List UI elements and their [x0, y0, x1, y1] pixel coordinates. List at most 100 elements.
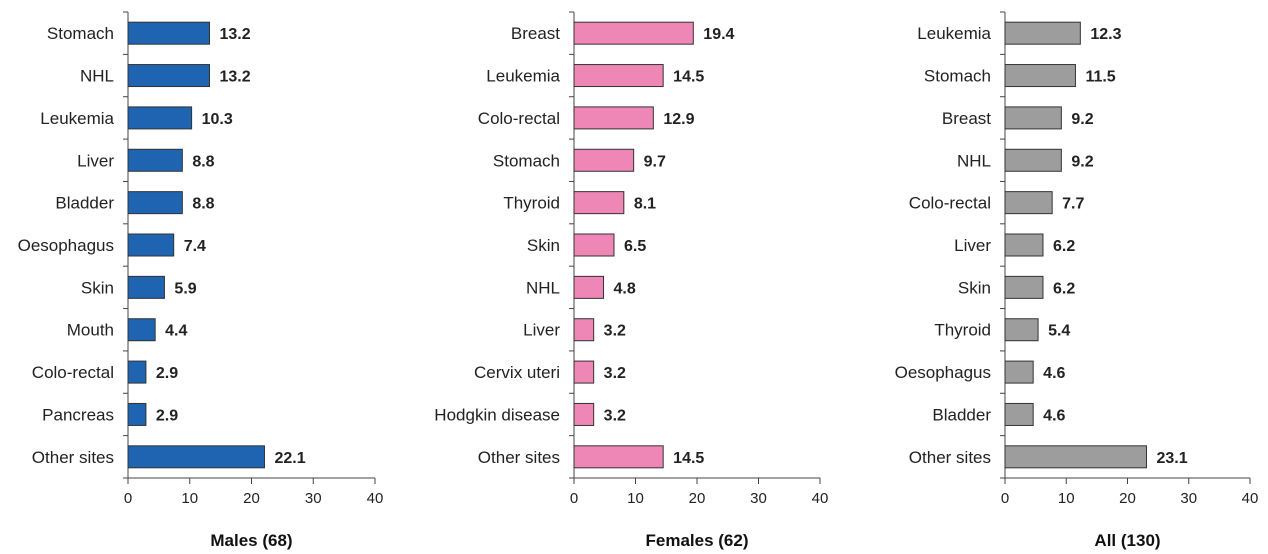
bar	[1004, 21, 1081, 45]
value-label: 4.8	[614, 280, 636, 297]
bar	[127, 275, 165, 299]
value-label: 13.2	[220, 69, 251, 86]
x-tick-label: 10	[1058, 490, 1075, 507]
x-tick-label: 10	[627, 490, 644, 507]
bar	[573, 21, 694, 45]
value-label: 10.3	[202, 111, 233, 128]
category-label: Breast	[511, 24, 560, 43]
category-label: Cervix uteri	[474, 363, 560, 382]
bar	[1004, 64, 1076, 88]
value-label: 8.1	[634, 196, 656, 213]
value-label: 3.2	[604, 365, 626, 382]
bar	[573, 233, 615, 257]
value-label: 4.6	[1043, 407, 1065, 424]
bar	[573, 360, 595, 384]
bar	[127, 445, 265, 469]
value-label: 22.1	[274, 450, 305, 467]
x-tick-label: 20	[689, 490, 706, 507]
x-axis-title: Females (62)	[646, 531, 749, 550]
bar	[1004, 148, 1062, 172]
x-tick-label: 40	[812, 490, 829, 507]
value-label: 3.2	[604, 323, 626, 340]
category-label: Leukemia	[486, 67, 560, 86]
x-tick-label: 0	[124, 490, 132, 507]
category-label: Mouth	[67, 321, 114, 340]
bar	[573, 275, 605, 299]
category-label: Thyroid	[934, 321, 991, 340]
value-label: 9.7	[644, 153, 666, 170]
category-label: Leukemia	[917, 24, 991, 43]
x-tick-label: 30	[305, 490, 322, 507]
bar	[127, 191, 183, 215]
value-label: 9.2	[1071, 153, 1093, 170]
category-label: Hodgkin disease	[434, 405, 560, 424]
value-label: 8.8	[192, 153, 214, 170]
category-label: Stomach	[493, 151, 560, 170]
bar	[127, 402, 147, 426]
value-label: 12.9	[663, 111, 694, 128]
value-label: 7.7	[1062, 196, 1084, 213]
x-tick-label: 0	[570, 490, 578, 507]
value-label: 6.5	[624, 238, 646, 255]
x-tick-label: 20	[243, 490, 260, 507]
bar	[573, 318, 595, 342]
category-label: Pancreas	[42, 405, 114, 424]
x-tick-label: 0	[1001, 490, 1009, 507]
value-label: 5.4	[1048, 323, 1070, 340]
bar	[127, 318, 156, 342]
category-label: Other sites	[909, 448, 991, 467]
value-label: 23.1	[1156, 450, 1187, 467]
bar	[1004, 106, 1062, 130]
bar	[573, 445, 664, 469]
bar	[573, 64, 664, 88]
category-label: Other sites	[478, 448, 560, 467]
category-label: NHL	[526, 278, 560, 297]
bar	[573, 148, 635, 172]
x-axis-title: All (130)	[1094, 531, 1160, 550]
category-label: Skin	[958, 278, 991, 297]
category-label: Colo-rectal	[478, 109, 560, 128]
category-label: Skin	[81, 278, 114, 297]
category-label: Skin	[527, 236, 560, 255]
bar	[127, 21, 211, 45]
category-label: NHL	[80, 67, 114, 86]
value-label: 12.3	[1090, 26, 1121, 43]
x-tick-label: 40	[367, 490, 384, 507]
x-tick-label: 30	[1180, 490, 1197, 507]
value-label: 5.9	[174, 280, 196, 297]
x-tick-label: 40	[1242, 490, 1259, 507]
value-label: 8.8	[192, 196, 214, 213]
category-label: Liver	[523, 321, 560, 340]
value-label: 4.4	[165, 323, 187, 340]
category-label: Liver	[954, 236, 991, 255]
value-label: 4.6	[1043, 365, 1065, 382]
value-label: 13.2	[220, 26, 251, 43]
bar	[1004, 191, 1053, 215]
value-label: 2.9	[156, 407, 178, 424]
bar	[573, 106, 654, 130]
x-tick-label: 30	[750, 490, 767, 507]
category-label: Stomach	[924, 67, 991, 86]
category-label: Bladder	[932, 405, 991, 424]
value-label: 14.5	[673, 450, 704, 467]
value-label: 14.5	[673, 69, 704, 86]
bar	[127, 106, 193, 130]
bar	[1004, 233, 1044, 257]
category-label: Colo-rectal	[909, 194, 991, 213]
x-axis-title: Males (68)	[210, 531, 292, 550]
bar	[1004, 360, 1034, 384]
category-label: Oesophagus	[895, 363, 991, 382]
category-label: Breast	[942, 109, 991, 128]
value-label: 3.2	[604, 407, 626, 424]
value-label: 9.2	[1071, 111, 1093, 128]
category-label: NHL	[957, 151, 991, 170]
value-label: 7.4	[184, 238, 206, 255]
bar	[573, 191, 625, 215]
bar	[127, 148, 183, 172]
category-label: Stomach	[47, 24, 114, 43]
x-tick-label: 20	[1119, 490, 1136, 507]
value-label: 2.9	[156, 365, 178, 382]
category-label: Thyroid	[503, 194, 560, 213]
bar	[1004, 275, 1044, 299]
